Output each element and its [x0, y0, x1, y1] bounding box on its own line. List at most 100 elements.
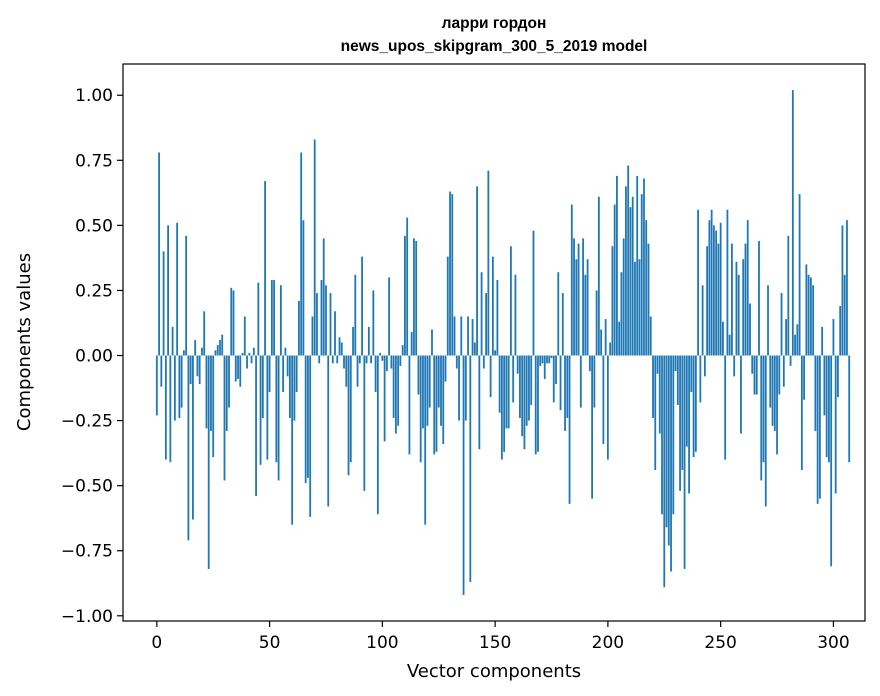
bar — [762, 355, 765, 463]
bar — [440, 355, 442, 426]
bar — [622, 238, 625, 356]
bar — [338, 337, 341, 356]
bar — [273, 280, 275, 356]
bar — [625, 186, 627, 356]
bar — [832, 319, 835, 356]
bar — [464, 355, 467, 421]
y-tick-label: −0.25 — [61, 412, 113, 432]
bar — [210, 355, 212, 431]
bar — [498, 355, 501, 413]
y-axis-ticks: 1.00 0.75 0.50 0.25 0.00 −0.25 −0.50 −0.75 −1.00 — [61, 86, 123, 627]
bar — [367, 326, 370, 356]
bar — [794, 334, 796, 356]
bar — [731, 243, 733, 356]
bar — [453, 316, 456, 356]
bar — [431, 329, 433, 356]
bar — [449, 191, 451, 356]
bar — [638, 259, 641, 356]
bar — [462, 355, 465, 595]
bar — [654, 355, 657, 471]
bar — [846, 220, 848, 356]
bar — [751, 355, 754, 374]
y-tick-label: −0.50 — [61, 477, 113, 497]
y-tick-label: 0.25 — [75, 281, 113, 301]
bar — [349, 355, 352, 463]
x-tick-label: 250 — [704, 633, 736, 653]
bar — [546, 355, 548, 364]
bar — [302, 220, 305, 356]
bar — [234, 355, 237, 382]
bar — [602, 355, 605, 445]
bar — [586, 259, 589, 356]
bar — [413, 238, 415, 356]
bar — [690, 355, 693, 392]
x-tick-label: 0 — [151, 633, 162, 653]
bar — [347, 355, 350, 476]
bar — [232, 290, 235, 356]
bar — [252, 347, 255, 356]
bar — [764, 355, 767, 507]
bar — [189, 355, 192, 385]
bar — [476, 186, 478, 356]
bar — [435, 355, 438, 452]
bar — [803, 355, 805, 400]
bar — [782, 355, 785, 387]
bar — [672, 355, 675, 515]
bar — [640, 194, 643, 356]
bar — [298, 300, 300, 356]
bar — [246, 355, 248, 369]
bar — [791, 90, 794, 356]
bar — [634, 261, 636, 356]
bar — [773, 355, 776, 431]
bar — [620, 272, 623, 356]
x-tick-label: 100 — [366, 633, 398, 653]
bar — [426, 355, 429, 426]
bar — [261, 355, 264, 418]
bar — [356, 355, 359, 387]
bar — [828, 355, 830, 463]
bar — [681, 355, 684, 471]
bar — [419, 355, 422, 463]
bar — [843, 274, 846, 356]
bar — [679, 355, 681, 491]
bar — [541, 355, 544, 364]
bar — [410, 332, 413, 356]
bar — [482, 355, 485, 369]
bar — [837, 355, 839, 398]
bar — [309, 355, 312, 517]
bar — [740, 355, 742, 434]
bar — [415, 240, 418, 356]
bar — [514, 274, 517, 356]
bar — [196, 355, 199, 377]
bar — [444, 355, 447, 382]
bar — [663, 355, 666, 588]
bar — [823, 355, 826, 416]
bar — [834, 355, 837, 494]
bar — [780, 293, 783, 356]
bar — [383, 355, 386, 442]
bar — [207, 355, 210, 569]
bar — [548, 355, 551, 364]
bar — [437, 355, 440, 408]
bar — [694, 355, 697, 452]
bar — [539, 355, 542, 366]
bar — [749, 303, 751, 356]
bar — [316, 293, 318, 356]
bar — [629, 207, 632, 356]
bar — [219, 339, 221, 356]
bar — [746, 220, 749, 356]
bar — [816, 355, 819, 504]
bar — [570, 204, 573, 356]
bar — [841, 225, 844, 356]
bar — [767, 285, 769, 356]
bar — [573, 238, 575, 356]
bar — [340, 342, 343, 356]
bar — [325, 285, 327, 356]
bar — [282, 355, 285, 392]
bar — [180, 355, 183, 408]
bar — [512, 355, 515, 403]
bar — [277, 355, 280, 481]
bar — [358, 355, 361, 364]
bar — [800, 355, 803, 471]
bar — [758, 240, 760, 356]
